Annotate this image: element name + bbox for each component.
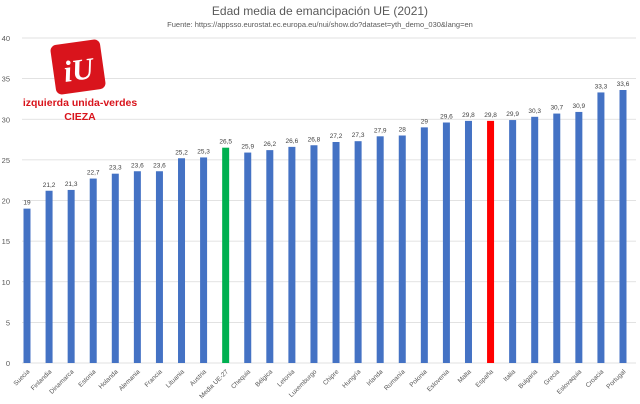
x-tick-label: Grecia [543,368,562,387]
bar [553,113,561,363]
data-label: 29 [421,118,429,125]
x-tick-label: Italia [502,368,517,383]
data-label: 30,9 [573,103,586,110]
bar [45,190,53,363]
bar [464,120,472,363]
bar [487,120,495,363]
y-tick-label: 15 [2,237,10,246]
data-label: 22,7 [87,170,100,177]
data-label: 29,8 [484,112,497,119]
x-tick-label: Lituania [165,368,186,389]
data-label: 19 [23,200,31,207]
x-tick-label: Eslovenia [426,368,451,393]
data-label: 21,2 [43,182,56,189]
y-tick-label: 30 [2,115,10,124]
bar [23,208,31,363]
data-label: 29,6 [440,114,453,121]
y-tick-label: 35 [2,75,10,84]
y-tick-label: 10 [2,278,10,287]
data-label: 23,6 [131,162,144,169]
bar [575,111,583,363]
bar [155,171,163,363]
logo-line2: CIEZA [64,111,96,123]
data-label: 23,6 [153,162,166,169]
y-tick-label: 25 [2,156,10,165]
data-label: 27,2 [330,133,343,140]
x-tick-label: Alemania [118,368,142,392]
data-label: 25,3 [197,148,210,155]
bar [133,171,141,363]
x-tick-label: Polonia [408,368,429,389]
y-tick-label: 0 [6,359,10,368]
y-tick-label: 5 [6,318,10,327]
bar [376,136,384,363]
x-tick-label: España [474,368,495,389]
logo-line1: izquierda unida-verdes [23,97,138,109]
bar [310,145,318,363]
logo-mark-text: iU [61,52,97,89]
bar [178,158,186,363]
bar [67,189,75,363]
x-tick-label: Estonia [77,368,98,389]
bar [420,127,428,363]
bar [597,92,605,363]
x-tick-label: Holanda [98,368,120,390]
y-tick-label: 20 [2,197,10,206]
bar [89,178,97,363]
x-tick-label: Bulgaria [517,368,539,390]
data-label: 28 [399,127,407,134]
bar [442,122,450,363]
data-label: 33,6 [617,81,630,88]
data-label: 30,7 [550,105,563,112]
bar [509,120,517,363]
bar [200,157,208,363]
logo: iU izquierda unida-verdes CIEZA [23,39,138,123]
x-tick-label: Austria [189,368,209,388]
x-tick-label: Hungría [341,368,363,390]
x-tick-label: Croacia [585,368,606,389]
bar [244,152,252,363]
x-tick-label: Francia [144,368,165,389]
bar [619,90,627,363]
data-label: 21,3 [65,181,78,188]
data-label: 23,3 [109,165,122,172]
x-tick-label: Suecia [12,368,31,387]
data-label: 26,8 [308,136,321,143]
x-tick-label: Dinamarca [48,368,75,395]
data-label: 27,3 [352,132,365,139]
x-tick-label: Malta [457,368,473,384]
data-label: 29,8 [462,112,475,119]
data-label: 26,6 [286,138,299,145]
bar [222,147,230,363]
bar [531,116,539,363]
logo-mark [50,39,106,95]
data-label: 26,2 [263,141,276,148]
data-label: 27,9 [374,127,387,134]
x-tick-label: Chipre [322,368,341,387]
data-label: 29,9 [506,111,519,118]
x-tick-label: Rumanía [383,368,407,392]
data-label: 25,9 [241,144,254,151]
chart-title: Edad media de emancipación UE (2021) [212,4,428,18]
bar [288,146,296,363]
x-tick-label: Irlanda [366,368,385,387]
bar [266,150,274,363]
chart-subtitle: Fuente: https://appsso.eurostat.ec.europ… [167,20,473,29]
x-tick-label: Portugal [605,368,627,390]
data-label: 30,3 [528,108,541,115]
y-tick-label: 40 [2,34,10,43]
data-label: 25,2 [175,149,188,156]
bar [332,142,340,363]
bar [398,135,406,363]
data-label: 26,5 [219,139,232,146]
x-tick-label: Chequia [230,368,252,390]
data-label: 33,3 [595,83,608,90]
x-tick-label: Bélgica [254,368,274,388]
bar [111,173,119,363]
x-tick-label: Letonia [276,368,296,388]
bar [354,141,362,363]
